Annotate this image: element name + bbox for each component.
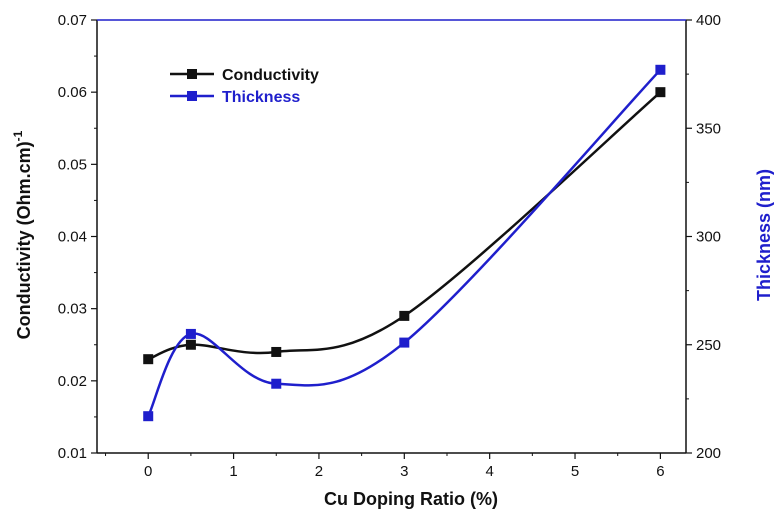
y-tick-label: 0.07 [58, 12, 87, 29]
conductivity-legend-label: Conductivity [222, 67, 319, 84]
x-tick-label: 3 [400, 463, 408, 480]
y-axis-title: Conductivity (Ohm.cm)-1 [11, 130, 34, 339]
thickness-point [399, 337, 410, 348]
y2-tick-label: 250 [696, 337, 721, 354]
conductivity-legend-marker [187, 69, 197, 79]
x-tick-label: 6 [656, 463, 664, 480]
y-tick-label: 0.01 [58, 445, 87, 462]
thickness-legend-label: Thickness [222, 89, 300, 106]
x-axis-title: Cu Doping Ratio (%) [324, 489, 498, 509]
x-tick-label: 2 [315, 463, 323, 480]
axes-layer: 0 1 2 3 4 5 6 0.01 0.02 0.03 0.04 0.05 0.06 0.07 200 25… [58, 12, 721, 480]
conductivity-point [399, 310, 410, 321]
series-layer [143, 64, 666, 422]
conductivity-point [271, 346, 282, 357]
y2-tick-label: 300 [696, 229, 721, 246]
y2-tick-label: 400 [696, 12, 721, 29]
thickness-point [143, 411, 154, 422]
y-axis-title-superscript: -1 [11, 130, 25, 141]
x-tick-label: 4 [485, 463, 493, 480]
conductivity-point [185, 339, 196, 350]
thickness-point [655, 64, 666, 75]
legend: Conductivity Thickness [170, 67, 319, 106]
y-tick-label: 0.02 [58, 373, 87, 390]
x-tick-label: 1 [229, 463, 237, 480]
conductivity-point [143, 354, 154, 365]
y2-tick-label: 350 [696, 120, 721, 137]
y-tick-label: 0.04 [58, 229, 87, 246]
y-tick-label: 0.03 [58, 301, 87, 318]
y-tick-label: 0.05 [58, 156, 87, 173]
thickness-line [147, 68, 662, 417]
y-axis-title-main: Conductivity (Ohm.cm) [14, 141, 34, 339]
thickness-point [271, 378, 282, 389]
y-tick-label: 0.06 [58, 84, 87, 101]
thickness-legend-marker [187, 91, 197, 101]
y2-tick-label: 200 [696, 445, 721, 462]
conductivity-point [655, 87, 666, 98]
x-tick-label: 0 [144, 463, 152, 480]
y2-axis-title: Thickness (nm) [754, 169, 774, 301]
thickness-point [185, 328, 196, 339]
axis-titles: Cu Doping Ratio (%) Conductivity (Ohm.cm… [11, 130, 774, 509]
x-tick-label: 5 [571, 463, 579, 480]
